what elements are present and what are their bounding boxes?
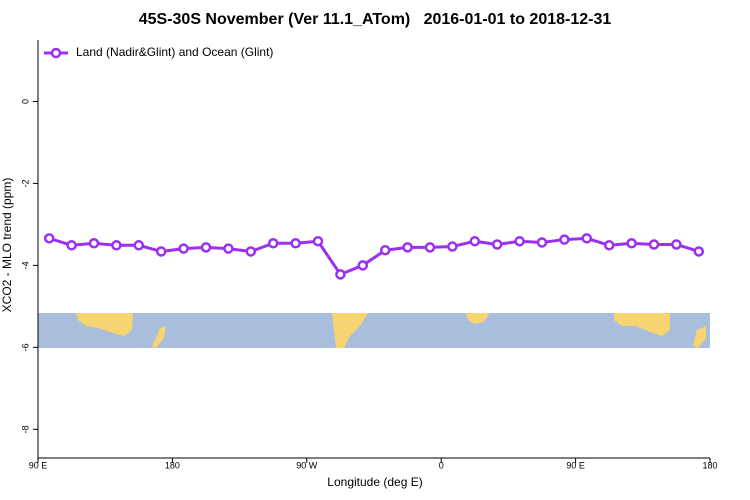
data-point — [491, 239, 503, 250]
data-point — [133, 240, 145, 251]
data-point — [581, 233, 593, 244]
x-tick-label: 0 — [439, 460, 444, 470]
data-point — [559, 234, 570, 245]
data-point — [200, 242, 212, 253]
y-tick-label: 0 — [20, 99, 30, 104]
y-tick-label: -2 — [20, 179, 30, 187]
data-point — [514, 235, 525, 247]
data-point — [447, 241, 458, 252]
chart-title: 45S-30S November (Ver 11.1_ATom) 2016-01… — [139, 11, 612, 28]
data-point — [335, 269, 346, 280]
data-point — [223, 243, 234, 254]
legend-label: Land (Nadir&Glint) and Ocean (Glint) — [76, 45, 273, 59]
data-point — [245, 246, 257, 257]
x-axis-label: Longitude (deg E) — [327, 475, 422, 489]
data-point — [267, 238, 279, 249]
data-point — [178, 243, 189, 254]
legend: Land (Nadir&Glint) and Ocean (Glint) — [44, 45, 273, 59]
data-point — [66, 240, 77, 251]
data-point — [357, 260, 369, 271]
data-point — [626, 238, 637, 249]
land — [76, 313, 133, 336]
x-tick-label: 90 W — [296, 460, 318, 470]
data-point — [693, 246, 705, 257]
data-point — [671, 239, 682, 250]
y-tick-label: -4 — [20, 261, 30, 269]
legend-marker — [50, 47, 62, 59]
data-point — [312, 235, 324, 247]
y-tick-label: -8 — [20, 425, 30, 433]
x-tick-label: 180 — [702, 460, 717, 470]
ocean — [38, 313, 710, 348]
y-tick-label: -6 — [20, 343, 30, 351]
x-tick-label: 180 — [165, 460, 180, 470]
data-point — [402, 242, 413, 253]
land — [332, 313, 368, 348]
x-tick-label: 90 E — [566, 460, 585, 470]
data-point — [469, 235, 481, 247]
data-point — [88, 238, 100, 249]
data-point — [43, 233, 55, 244]
data-point — [536, 237, 548, 248]
data-point — [290, 238, 301, 249]
land — [693, 326, 706, 348]
x-tick-label: 90 E — [29, 460, 48, 470]
data-point — [111, 240, 122, 251]
data-point — [155, 246, 167, 257]
land — [466, 313, 490, 324]
map-band — [38, 313, 710, 348]
data-point — [603, 240, 615, 251]
land — [614, 313, 670, 336]
land — [152, 326, 166, 348]
data-point — [648, 239, 660, 250]
y-axis-label: XCO2 - MLO trend (ppm) — [0, 178, 14, 313]
data-point — [379, 244, 391, 256]
data-point — [424, 242, 436, 253]
